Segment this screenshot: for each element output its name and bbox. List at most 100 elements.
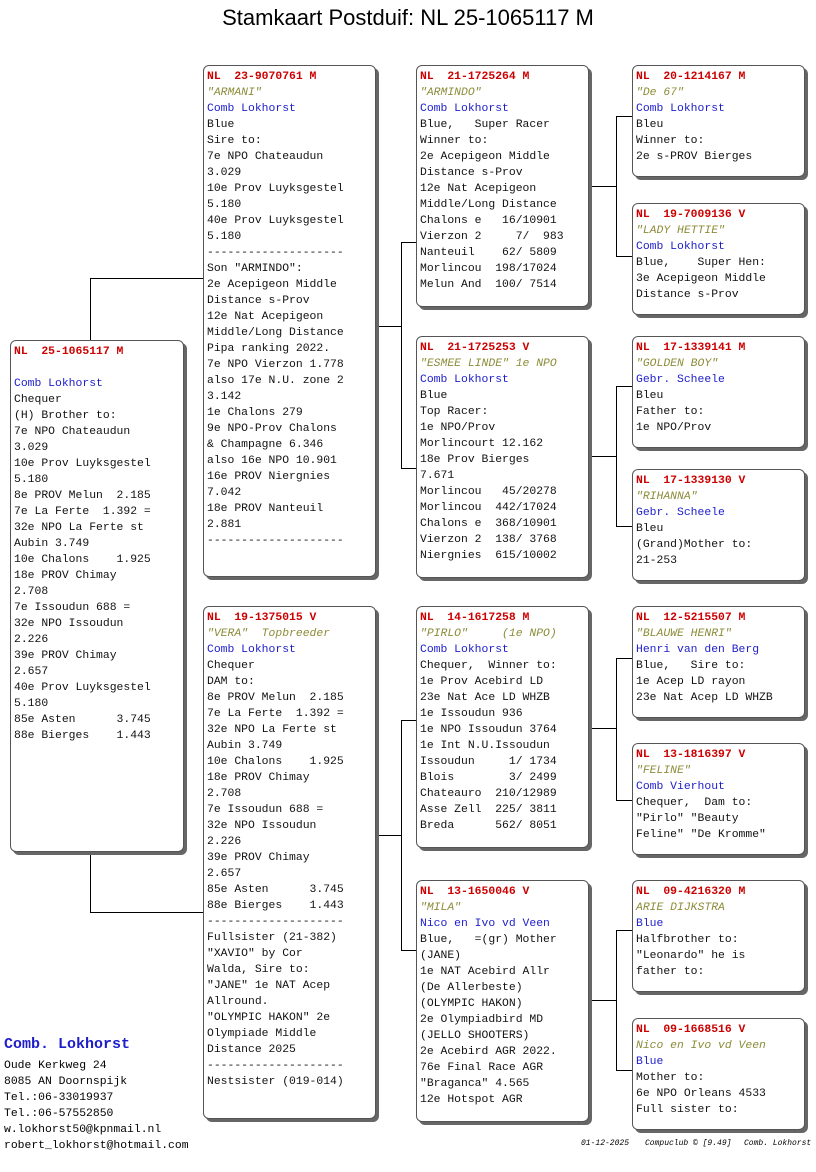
ring-number: NL 19-1375015 V <box>207 612 317 624</box>
card-line: 39e PROV Chimay <box>207 852 310 864</box>
pigeon-card-sdd[interactable]: NL 17-1339130 V "RIHANNA" Gebr. Scheele … <box>632 469 805 581</box>
card-line: Middle/Long Distance <box>207 327 344 339</box>
card-line: Winner to: <box>420 135 489 147</box>
card-line: 40e Prov Luyksgestel <box>14 682 151 694</box>
card-line: Breda 562/ 8051 <box>420 820 557 832</box>
card-line: 7e Issoudun 688 = <box>207 804 324 816</box>
pigeon-card-sss[interactable]: NL 20-1214167 M "De 67" Comb Lokhorst Bl… <box>632 65 805 177</box>
pigeon-card-dsd[interactable]: NL 13-1816397 V "FELINE" Comb Vierhout C… <box>632 743 805 855</box>
connector-line <box>616 930 633 931</box>
card-line: Mother to: <box>636 1072 705 1084</box>
card-line: 16e PROV Niergnies <box>207 471 331 483</box>
owner-name: Comb Vierhout <box>636 781 725 793</box>
pigeon-card-dam-sire[interactable]: NL 14-1617258 M "PIRLO" (1e NPO) Comb Lo… <box>416 606 589 848</box>
card-line: 3.029 <box>207 167 242 179</box>
card-line: 5.180 <box>207 231 242 243</box>
owner-name: Henri van den Berg <box>636 644 760 656</box>
card-line: Vierzon 2 138/ 3768 <box>420 534 557 546</box>
pigeon-name <box>14 360 180 376</box>
pigeon-card-ssd[interactable]: NL 19-7009136 V "LADY HETTIE" Comb Lokho… <box>632 203 805 315</box>
connector-line <box>90 912 204 913</box>
card-line: -------------------- <box>207 1060 344 1072</box>
footer-software: Compuclub © [9.49] <box>645 1139 732 1148</box>
card-line: Chequer <box>14 394 62 406</box>
card-line: Chequer, Dam to: <box>636 797 753 809</box>
card-lines: Blue, Super Hen: 3e Acepigeon Middle Dista… <box>636 255 801 303</box>
loft-name: Comb. Lokhorst <box>4 1036 131 1053</box>
pigeon-card-dds[interactable]: NL 09-4216320 M ARIE DIJKSTRA Blue Halfb… <box>632 880 805 992</box>
connector-line <box>589 1000 617 1001</box>
card-line: Morlincou 442/17024 <box>420 502 557 514</box>
card-line: 1e Int N.U.Issoudun <box>420 740 550 752</box>
email-link[interactable]: robert_lokhorst@hotmail.com <box>4 1140 189 1152</box>
card-line: 85e Asten 3.745 <box>207 884 344 896</box>
card-line: 23e Nat Ace LD WHZB <box>420 692 550 704</box>
email-link[interactable]: w.lokhorst50@kpnmail.nl <box>4 1124 162 1136</box>
card-line: also 17e N.U. zone 2 <box>207 375 344 387</box>
card-line: Son "ARMINDO": <box>207 263 303 275</box>
pigeon-card-dam[interactable]: NL 19-1375015 V "VERA" Topbreeder Comb L… <box>203 606 376 1119</box>
card-line: Niergnies 615/10002 <box>420 550 557 562</box>
card-line: Distance s-Prov <box>420 167 523 179</box>
card-line: Bleu <box>636 523 664 535</box>
card-line: 1e NPO/Prov <box>420 422 496 434</box>
owner-name: Blue <box>636 918 664 930</box>
card-lines: Chequer (H) Brother to: 7e NPO Chateaudun 3… <box>14 392 180 744</box>
ring-number: NL 14-1617258 M <box>420 612 530 624</box>
card-line: Chateauro 210/12989 <box>420 788 557 800</box>
pigeon-name: "ARMANI" <box>207 87 262 99</box>
pigeon-name: "ARMINDO" <box>420 87 482 99</box>
card-lines: Bleu (Grand)Mother to: 21-253 <box>636 521 801 569</box>
connector-line <box>90 278 204 279</box>
pigeon-card-sire-dam[interactable]: NL 21-1725253 V "ESMEE LINDE" 1e NPO Com… <box>416 336 589 578</box>
card-lines: Blue Top Racer: 1e NPO/Prov Morlincourt 12.… <box>420 388 585 564</box>
connector-line <box>401 242 417 243</box>
card-line: 8e PROV Melun 2.185 <box>14 490 151 502</box>
ring-number: NL 21-1725253 V <box>420 342 530 354</box>
card-line: Aubin 3.749 <box>14 538 90 550</box>
connector-line <box>616 1070 633 1071</box>
pigeon-card-subject[interactable]: NL 25-1065117 M Comb Lokhorst Chequer (H)… <box>10 340 184 852</box>
card-line: (JELLO SHOOTERS) <box>420 1030 530 1042</box>
ring-number: NL 09-1668516 V <box>636 1024 746 1036</box>
card-line: DAM to: <box>207 676 255 688</box>
card-line: "OLYMPIC HAKON" 2e <box>207 1012 331 1024</box>
pigeon-card-dss[interactable]: NL 12-5215507 M "BLAUWE HENRI" Henri van… <box>632 606 805 718</box>
card-line: 6e NPO Orleans 4533 <box>636 1088 766 1100</box>
card-line: Chequer, Winner to: <box>420 660 557 672</box>
connector-line <box>616 526 633 527</box>
owner-name: Comb Lokhorst <box>207 644 296 656</box>
card-line: Melun And 100/ 7514 <box>420 279 557 291</box>
card-line: -------------------- <box>207 916 344 928</box>
card-line: 85e Asten 3.745 <box>14 714 151 726</box>
pigeon-card-dam-dam[interactable]: NL 13-1650046 V "MILA" Nico en Ivo vd Ve… <box>416 880 589 1122</box>
card-line: father to: <box>636 966 705 978</box>
card-line: "Braganca" 4.565 <box>420 1078 530 1090</box>
card-line: 7.042 <box>207 487 242 499</box>
card-line: 2.708 <box>14 586 49 598</box>
card-line: 10e Prov Luyksgestel <box>14 458 151 470</box>
card-line: Olympiade Middle <box>207 1028 317 1040</box>
card-line: Blue, Sire to: <box>636 660 746 672</box>
pigeon-card-ddd[interactable]: NL 09-1668516 V Nico en Ivo vd Veen Blue… <box>632 1018 805 1130</box>
address-line: Oude Kerkweg 24 <box>4 1060 107 1072</box>
pigeon-name: "ESMEE LINDE" 1e NPO <box>420 358 557 370</box>
pigeon-card-sds[interactable]: NL 17-1339141 M "GOLDEN BOY" Gebr. Schee… <box>632 336 805 448</box>
connector-line <box>616 800 633 801</box>
card-line: 2.708 <box>207 788 242 800</box>
card-line: 18e PROV Chimay <box>207 772 310 784</box>
ring-number: NL 19-7009136 V <box>636 209 746 221</box>
card-line: Chalons e 368/10901 <box>420 518 557 530</box>
pigeon-card-sire-sire[interactable]: NL 21-1725264 M "ARMINDO" Comb Lokhorst … <box>416 65 589 307</box>
pigeon-name: ARIE DIJKSTRA <box>636 902 725 914</box>
card-line: 5.180 <box>14 474 49 486</box>
card-line: 88e Bierges 1.443 <box>207 900 344 912</box>
card-lines: Blue, =(gr) Mother (JANE) 1e NAT Acebird A… <box>420 932 585 1108</box>
card-line: Walda, Sire to: <box>207 964 310 976</box>
card-lines: Chequer DAM to: 8e PROV Melun 2.185 7e La F… <box>207 658 372 1090</box>
pigeon-name: "GOLDEN BOY" <box>636 358 719 370</box>
card-line: 3e Acepigeon Middle <box>636 273 766 285</box>
card-line: Chalons e 16/10901 <box>420 215 557 227</box>
pigeon-card-sire[interactable]: NL 23-9070761 M "ARMANI" Comb Lokhorst B… <box>203 65 376 577</box>
card-line: 10e Chalons 1.925 <box>14 554 151 566</box>
